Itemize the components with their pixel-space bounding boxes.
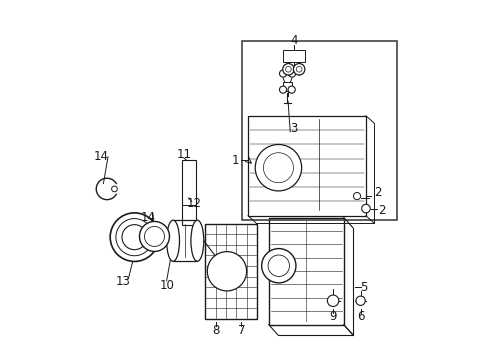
Circle shape (287, 86, 295, 93)
Text: 14: 14 (140, 211, 155, 224)
Circle shape (207, 252, 246, 291)
Text: 11: 11 (176, 148, 191, 161)
Circle shape (293, 64, 304, 75)
Text: 2: 2 (378, 204, 385, 217)
Circle shape (288, 70, 295, 77)
Circle shape (326, 295, 338, 306)
Circle shape (255, 144, 301, 191)
Circle shape (361, 204, 369, 213)
Ellipse shape (190, 220, 203, 261)
Circle shape (139, 221, 169, 251)
Circle shape (353, 193, 360, 200)
Bar (283, 50, 304, 62)
Circle shape (282, 64, 294, 75)
Circle shape (110, 213, 159, 261)
Circle shape (355, 296, 365, 305)
Text: 7: 7 (237, 324, 244, 337)
Text: 4: 4 (289, 34, 297, 47)
Text: 3: 3 (289, 122, 297, 135)
Text: 13: 13 (115, 275, 130, 288)
Circle shape (261, 249, 295, 283)
Circle shape (279, 86, 286, 93)
Text: 12: 12 (186, 197, 201, 210)
Circle shape (122, 225, 147, 249)
Circle shape (279, 70, 286, 77)
Text: 2: 2 (373, 186, 381, 199)
Text: 9: 9 (328, 310, 336, 323)
Bar (283, 82, 291, 91)
Text: 10: 10 (159, 279, 174, 292)
Bar (241, 41, 396, 220)
Text: 14: 14 (93, 150, 108, 163)
Text: 6: 6 (356, 310, 364, 323)
Bar (247, 116, 365, 216)
Ellipse shape (166, 220, 179, 261)
Text: 8: 8 (211, 324, 219, 337)
Text: 1: 1 (231, 154, 239, 167)
Bar (268, 217, 343, 325)
Bar (182, 160, 195, 225)
Bar (173, 220, 197, 261)
Bar (205, 224, 257, 319)
Text: 5: 5 (360, 281, 367, 294)
